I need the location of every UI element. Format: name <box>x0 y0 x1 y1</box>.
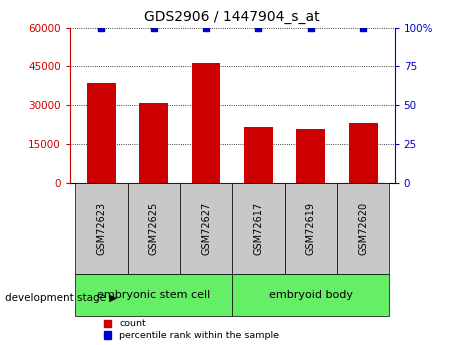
Bar <box>244 127 273 183</box>
Point <box>255 25 262 30</box>
Title: GDS2906 / 1447904_s_at: GDS2906 / 1447904_s_at <box>144 10 320 24</box>
Text: GSM72625: GSM72625 <box>149 201 159 255</box>
Bar <box>349 124 377 183</box>
Text: embryonic stem cell: embryonic stem cell <box>97 290 210 300</box>
Bar <box>285 183 337 274</box>
Text: GSM72623: GSM72623 <box>97 202 106 255</box>
Bar <box>337 183 389 274</box>
Bar <box>128 183 180 274</box>
Text: development stage ▶: development stage ▶ <box>5 294 117 303</box>
Bar <box>87 83 116 183</box>
Bar <box>139 103 168 183</box>
Bar <box>296 129 325 183</box>
Bar <box>180 183 232 274</box>
Bar <box>232 274 389 316</box>
Point <box>202 25 210 30</box>
Bar <box>75 274 232 316</box>
Point <box>150 25 157 30</box>
Point <box>307 25 314 30</box>
Text: embryoid body: embryoid body <box>269 290 353 300</box>
Text: GSM72617: GSM72617 <box>253 202 263 255</box>
Bar <box>75 183 128 274</box>
Point <box>359 25 367 30</box>
Text: GSM72627: GSM72627 <box>201 201 211 255</box>
Legend: count, percentile rank within the sample: count, percentile rank within the sample <box>104 319 279 340</box>
Text: GSM72620: GSM72620 <box>358 202 368 255</box>
Bar <box>232 183 285 274</box>
Bar <box>192 62 221 183</box>
Text: GSM72619: GSM72619 <box>306 202 316 255</box>
Point <box>98 25 105 30</box>
